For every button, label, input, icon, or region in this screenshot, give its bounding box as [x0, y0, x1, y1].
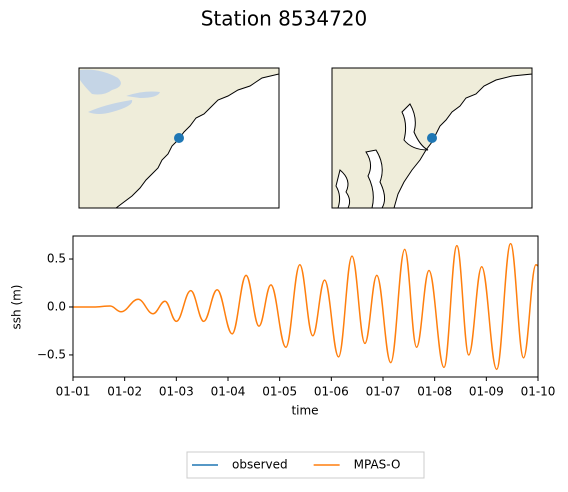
- lake: [126, 91, 160, 98]
- station-marker: [174, 133, 184, 143]
- x-tick-label: 01-04: [211, 385, 246, 399]
- map-frame: [78, 67, 280, 209]
- x-tick-label: 01-06: [314, 385, 349, 399]
- y-tick-label: 0.5: [47, 252, 66, 266]
- x-tick-label: 01-02: [107, 385, 142, 399]
- x-tick-label: 01-07: [366, 385, 401, 399]
- series-line: [73, 242, 539, 371]
- y-axis-label: ssh (m): [10, 285, 24, 330]
- legend-box: [186, 451, 425, 479]
- x-tick-label: 01-05: [262, 385, 297, 399]
- x-tick-label: 01-10: [521, 385, 556, 399]
- x-tick-label: 01-09: [469, 385, 504, 399]
- y-tick-label: 0.0: [47, 299, 66, 313]
- lake: [80, 69, 121, 95]
- map-overview: [78, 67, 280, 209]
- y-tick-label: −0.5: [37, 347, 66, 361]
- x-axis-label: time: [291, 404, 318, 418]
- bay: [401, 103, 429, 151]
- legend-label: MPAS-O: [354, 458, 401, 472]
- lake: [88, 100, 133, 114]
- map-frame: [331, 67, 533, 209]
- map-detail: [331, 67, 533, 209]
- x-tick-label: 01-08: [417, 385, 452, 399]
- x-tick-label: 01-03: [159, 385, 194, 399]
- plot-frame: [72, 235, 539, 378]
- chart-title: Station 8534720: [201, 7, 368, 31]
- x-tick-label: 01-01: [56, 385, 91, 399]
- bay: [335, 169, 351, 209]
- legend-label: observed: [232, 458, 288, 472]
- station-marker: [427, 133, 437, 143]
